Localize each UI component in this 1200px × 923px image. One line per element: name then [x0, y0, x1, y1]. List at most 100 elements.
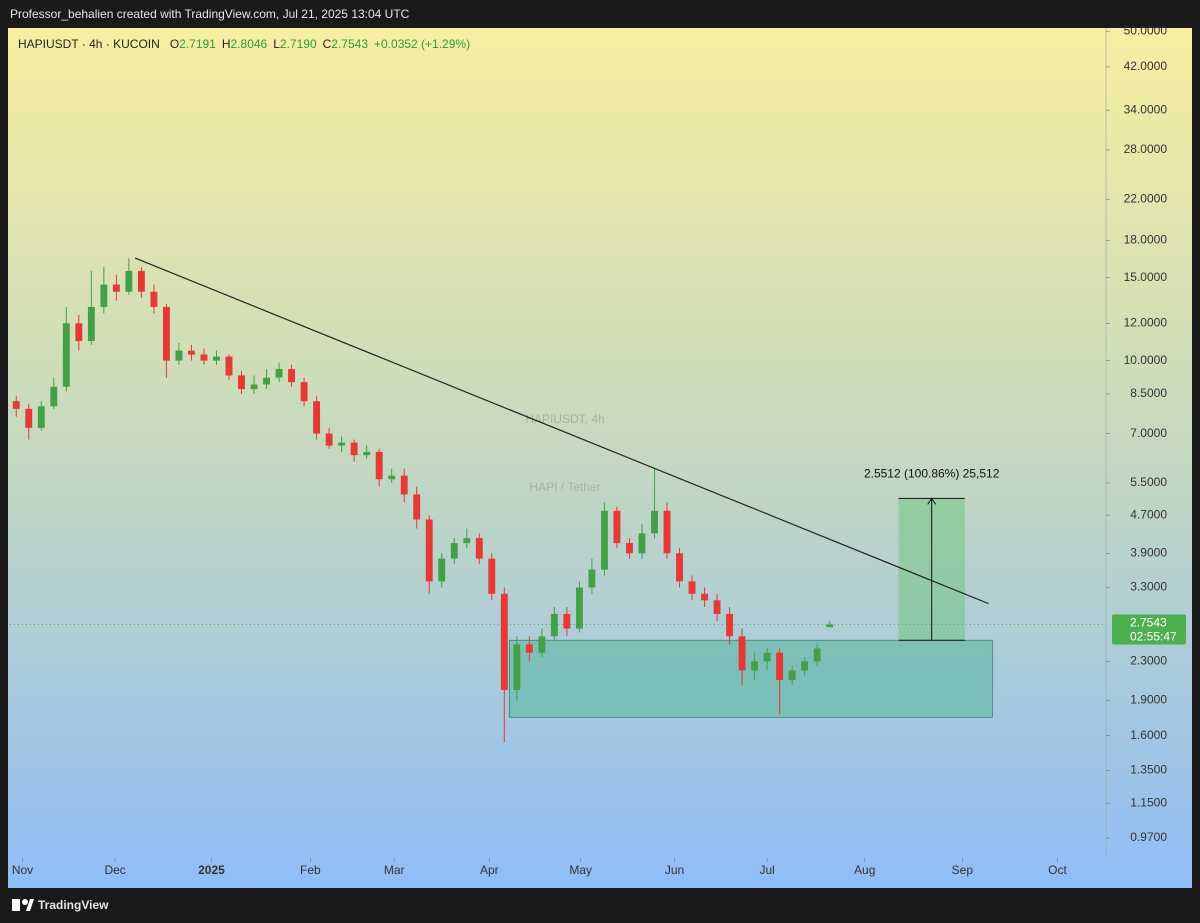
- candle-body: [463, 538, 471, 544]
- candle-body: [475, 538, 483, 559]
- candle-body: [263, 377, 270, 385]
- candle-body: [37, 406, 45, 428]
- x-tick-label: Sep: [952, 863, 974, 877]
- y-tick-label: 0.9700: [1130, 830, 1167, 844]
- x-tick-label: Dec: [104, 863, 125, 877]
- candle-body: [87, 306, 95, 342]
- y-tick-label: 2.3000: [1130, 654, 1167, 668]
- candle-body: [801, 661, 809, 671]
- candle-body: [112, 284, 120, 292]
- candle-body: [575, 587, 583, 629]
- x-tick-label: Apr: [480, 863, 499, 877]
- y-tick-label: 7.0000: [1130, 426, 1167, 440]
- y-tick-label: 1.6000: [1130, 728, 1167, 742]
- candle-body: [375, 451, 383, 480]
- support-zone: [508, 639, 993, 718]
- candle-body: [813, 648, 821, 662]
- candle-body: [125, 270, 133, 292]
- candle-body: [188, 350, 195, 355]
- x-tick-label: Oct: [1048, 863, 1067, 877]
- x-tick-label: Jun: [665, 863, 684, 877]
- candle-body: [50, 386, 58, 407]
- measure-arrowhead: [927, 497, 937, 505]
- candle-body: [438, 558, 446, 582]
- candle-body: [613, 510, 621, 544]
- candle-body: [788, 670, 796, 680]
- change: +0.0352 (+1.29%): [374, 37, 470, 51]
- x-tick-label: 2025: [198, 863, 225, 877]
- candle-body: [638, 533, 646, 554]
- candle-body: [425, 519, 433, 582]
- x-tick-label: Mar: [384, 863, 405, 877]
- symbol: HAPIUSDT · 4h · KUCOIN: [18, 37, 160, 51]
- candle-body: [225, 356, 233, 376]
- x-tick-label: May: [569, 863, 592, 877]
- candle-body: [626, 543, 633, 554]
- candle-body: [663, 510, 671, 554]
- y-tick-label: 1.1500: [1130, 795, 1167, 809]
- candle-body: [726, 613, 734, 637]
- candle-body: [713, 600, 721, 614]
- candle-body: [12, 401, 20, 409]
- y-tick-label: 3.3000: [1130, 580, 1167, 594]
- price-tag: [1112, 614, 1186, 645]
- candle-body: [550, 613, 558, 637]
- y-tick-label: 3.9000: [1130, 545, 1167, 559]
- watermark: HAPIUSDT, 4h: [525, 412, 604, 426]
- candle-body: [525, 644, 533, 653]
- y-tick-label: 8.5000: [1130, 386, 1167, 400]
- candle-body: [200, 354, 208, 361]
- chart-panel: [8, 28, 1192, 888]
- candle-body: [488, 558, 496, 594]
- candle-body: [100, 284, 108, 307]
- candle-body: [175, 350, 183, 361]
- candle-body: [600, 510, 608, 570]
- candle-body: [363, 451, 371, 456]
- price-tag-countdown: 02:55:47: [1130, 630, 1177, 644]
- candle-body: [238, 375, 245, 390]
- ohlc-value: 2.7191: [179, 37, 216, 51]
- candle-body: [25, 408, 33, 428]
- candle-body: [288, 368, 296, 383]
- candle-body: [563, 613, 571, 629]
- y-tick-label: 4.7000: [1130, 507, 1167, 521]
- candle-body: [588, 569, 596, 588]
- trendline: [134, 257, 989, 605]
- y-tick-label: 15.0000: [1124, 270, 1168, 284]
- y-tick-label: 50.0000: [1124, 23, 1168, 37]
- candle-body: [500, 593, 508, 690]
- candle-body: [338, 442, 346, 446]
- y-tick-label: 1.3500: [1130, 763, 1167, 777]
- price-tag-value: 2.7543: [1130, 616, 1167, 630]
- candle-body: [513, 644, 521, 690]
- candle-body: [350, 442, 358, 456]
- ohlc-value: 2.7543: [331, 37, 368, 51]
- candle-body: [137, 270, 145, 292]
- candle-body: [325, 433, 333, 446]
- candle-body: [651, 510, 658, 534]
- candle-body: [162, 306, 170, 361]
- y-tick-label: 28.0000: [1124, 142, 1168, 156]
- candle-body: [738, 636, 746, 671]
- candle-body: [150, 291, 158, 307]
- candle-body: [763, 652, 771, 662]
- y-tick-label: 12.0000: [1124, 315, 1168, 329]
- y-tick-label: 1.9000: [1130, 693, 1167, 707]
- footer-logo: [12, 899, 34, 911]
- y-tick-label: 5.5000: [1130, 475, 1167, 489]
- candle-body: [62, 323, 70, 387]
- ohlc-value: 2.7190: [280, 37, 317, 51]
- candle-body: [701, 593, 708, 601]
- x-tick-label: Jul: [759, 863, 774, 877]
- candle-body: [75, 323, 83, 342]
- y-tick-label: 42.0000: [1124, 59, 1168, 73]
- candle-body: [826, 624, 834, 628]
- candle-body: [751, 661, 759, 671]
- candle-body: [275, 368, 283, 378]
- ohlc-key: H: [222, 37, 231, 51]
- watermark-sub: HAPI / Tether: [529, 480, 600, 494]
- ohlc-key: O: [170, 37, 179, 51]
- symbol-legend: HAPIUSDT · 4h · KUCOIN O2.7191 H2.8046 L2.7…: [18, 37, 470, 51]
- ohlc-value: 2.8046: [231, 37, 268, 51]
